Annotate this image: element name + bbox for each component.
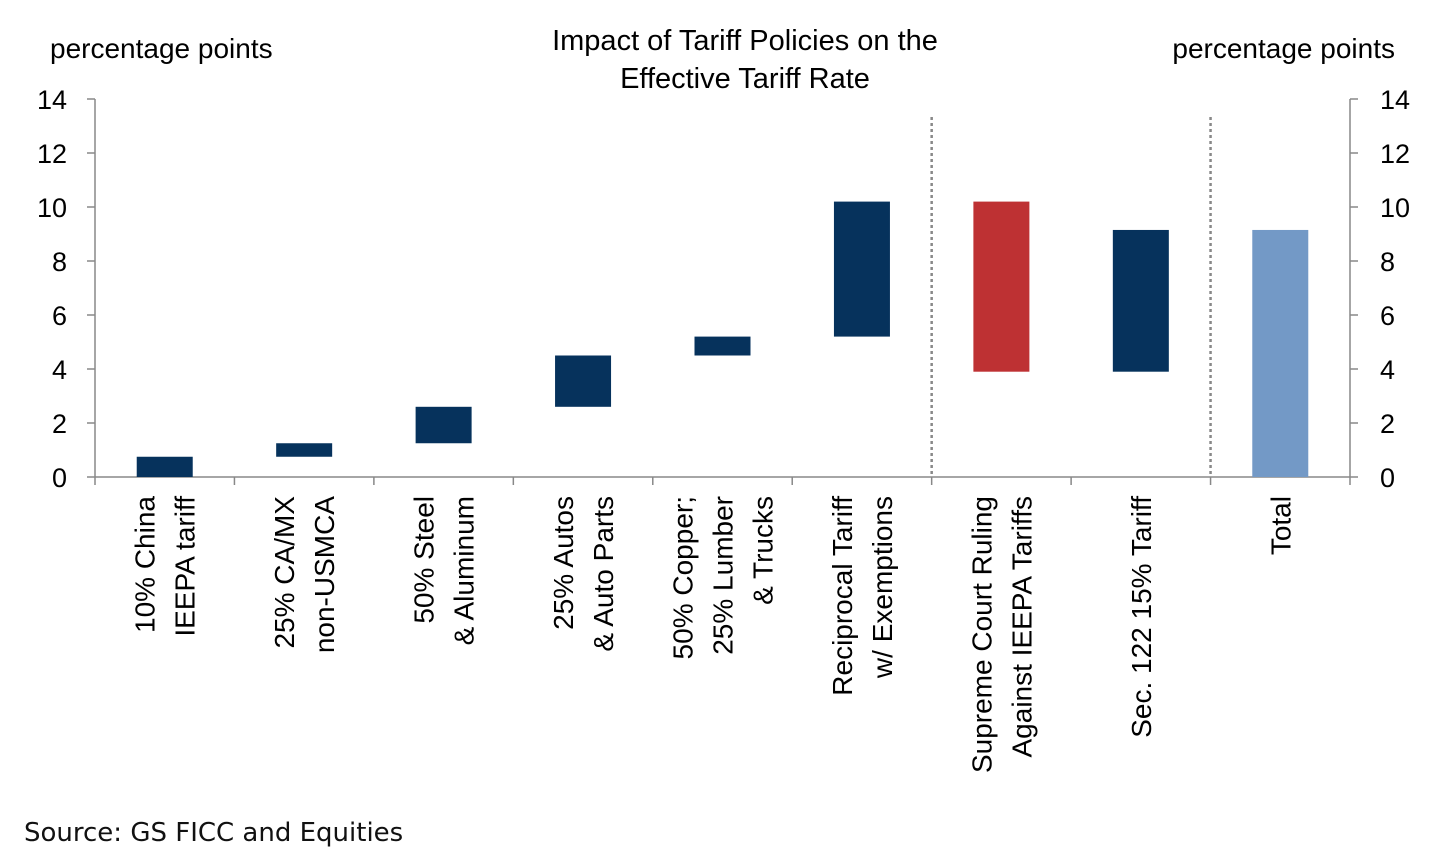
y-axis-label-right: percentage points xyxy=(1172,33,1395,64)
bar-increase xyxy=(694,336,751,356)
x-category-label: IEEPA tariff xyxy=(170,496,201,637)
y-tick-label-left: 14 xyxy=(37,85,67,115)
x-category-label: & Trucks xyxy=(748,496,779,605)
bar-decrease xyxy=(973,201,1030,372)
bar-increase xyxy=(833,201,890,337)
y-tick-label-left: 6 xyxy=(52,301,67,331)
x-category-label: 25% Lumber xyxy=(708,496,739,655)
x-category-label: & Aluminum xyxy=(449,496,480,645)
bar-increase xyxy=(136,456,193,477)
y-tick-label-left: 8 xyxy=(52,247,67,277)
x-category-label: Against IEEPA Tariffs xyxy=(1006,496,1037,757)
chart-title-line-1: Impact of Tariff Policies on the xyxy=(552,25,938,57)
x-category-label: non-USMCA xyxy=(309,496,340,653)
y-tick-label-right: 12 xyxy=(1380,139,1410,169)
bar-increase xyxy=(276,443,333,457)
x-category-label: 25% Autos xyxy=(548,496,579,630)
bar-increase xyxy=(1112,229,1169,372)
y-tick-label-right: 10 xyxy=(1380,193,1410,223)
x-category-label: 50% Steel xyxy=(409,496,440,624)
x-category-label: 50% Copper; xyxy=(668,496,699,659)
x-category-label: Supreme Court Ruling xyxy=(966,496,997,773)
bar-total xyxy=(1252,229,1309,477)
chart-title-line-2: Effective Tariff Rate xyxy=(620,63,870,95)
y-tick-label-right: 14 xyxy=(1380,85,1410,115)
source-note: Source: GS FICC and Equities xyxy=(24,818,404,848)
y-tick-label-left: 10 xyxy=(37,193,67,223)
y-tick-label-right: 2 xyxy=(1380,409,1395,439)
x-category-label: 10% China xyxy=(130,496,161,633)
y-tick-label-right: 6 xyxy=(1380,301,1395,331)
x-category-label: w/ Exemptions xyxy=(867,496,898,679)
x-category-label: Sec. 122 15% Tariff xyxy=(1126,496,1157,738)
y-tick-label-left: 2 xyxy=(52,409,67,439)
y-tick-label-right: 0 xyxy=(1380,463,1395,493)
x-category-label: Reciprocal Tariff xyxy=(827,496,858,696)
bar-increase xyxy=(415,406,472,444)
x-category-label: 25% CA/MX xyxy=(269,496,300,649)
y-axis-label-left: percentage points xyxy=(50,33,273,64)
x-category-label: Total xyxy=(1265,496,1296,555)
y-tick-label-right: 4 xyxy=(1380,355,1395,385)
y-tick-label-left: 4 xyxy=(52,355,67,385)
y-tick-label-left: 12 xyxy=(37,139,67,169)
y-tick-label-right: 8 xyxy=(1380,247,1395,277)
y-tick-label-left: 0 xyxy=(52,463,67,493)
x-category-label: & Auto Parts xyxy=(588,496,619,652)
bar-increase xyxy=(555,355,612,407)
